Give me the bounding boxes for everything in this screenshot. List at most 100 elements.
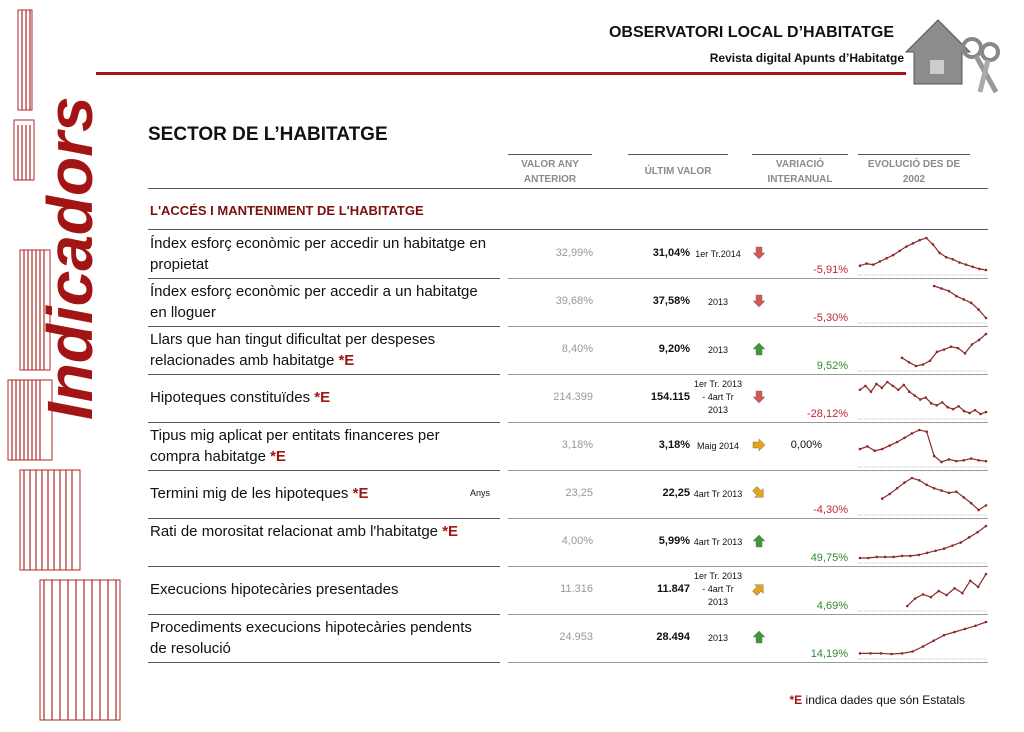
stripe <box>17 9 33 111</box>
sparkline-point <box>945 593 948 597</box>
column-rule <box>628 154 728 155</box>
sparkline-point <box>979 412 982 416</box>
sparkline-point <box>962 298 966 301</box>
sparkline-point <box>883 555 887 559</box>
sparkline-point <box>873 449 877 453</box>
sparkline-point <box>955 490 958 494</box>
row-rule <box>508 470 988 471</box>
sparkline-point <box>984 524 988 528</box>
trend-arrow <box>752 534 766 548</box>
sparkline-point <box>968 411 971 415</box>
period: 1er Tr. 2013 - 4art Tr 2013 <box>693 571 743 607</box>
column-rule <box>508 154 592 155</box>
sparkline-point <box>974 624 977 628</box>
sparkline-point <box>925 483 929 487</box>
trend-arrow <box>752 342 766 356</box>
sparkline-point <box>897 388 900 392</box>
sparkline <box>858 428 988 468</box>
sparkline-point <box>900 652 904 655</box>
sparkline-point <box>902 383 906 387</box>
prior-value: 11.316 <box>560 583 593 595</box>
sparkline-point <box>908 390 911 393</box>
sparkline-point <box>984 410 988 414</box>
sparkline-point <box>879 652 883 655</box>
estatal-flag: *E <box>270 448 286 465</box>
group-title: L'ACCÉS I MANTENIMENT DE L'HABITATGE <box>150 203 424 218</box>
last-value: 11.847 <box>656 583 690 595</box>
estatal-flag: *E <box>352 485 369 502</box>
sparkline-point <box>913 597 917 600</box>
sparkline-point <box>875 382 878 386</box>
sparkline-point <box>867 556 870 560</box>
sparkline-point <box>937 589 941 593</box>
sparkline-point <box>942 633 946 637</box>
trend-arrow <box>752 438 766 452</box>
row-label-text: Termini mig de les hipoteques <box>150 485 349 502</box>
sparkline <box>858 620 988 660</box>
period: 4art Tr 2013 <box>693 537 743 547</box>
sparkline-point <box>955 459 958 463</box>
last-value: 3,18% <box>658 439 690 451</box>
sparkline-point <box>940 460 943 464</box>
sparkline-point <box>931 243 935 246</box>
sparkline-point <box>984 459 988 463</box>
row-rule <box>508 422 988 423</box>
sparkline-point <box>932 639 935 643</box>
sparkline-point <box>942 348 946 351</box>
estatal-flag: *E <box>338 352 355 369</box>
prior-value: 8,40% <box>561 343 593 355</box>
sparkline-point <box>880 386 884 390</box>
row-rule <box>508 662 988 663</box>
trend-arrow <box>752 486 764 498</box>
row-label-text: Índex esforç econòmic per accedir a un h… <box>150 283 478 321</box>
sparkline-point <box>918 398 922 401</box>
sparkline-point <box>911 242 915 245</box>
sparkline-point <box>984 316 988 320</box>
column-header: EVOLUCIÓ DES DE 2002 <box>867 159 961 185</box>
row-rule <box>148 566 500 567</box>
sparkline-path <box>933 285 987 319</box>
prior-value: 24.953 <box>559 631 593 643</box>
sparkline-point <box>895 440 899 444</box>
sparkline-point <box>858 264 862 268</box>
prior-value: 32,99% <box>555 247 593 259</box>
sparkline-point <box>907 360 911 364</box>
sparkline-point <box>976 530 979 534</box>
sparkline-point <box>959 541 963 544</box>
row-label-text: Procediments execucions hipotecàries pen… <box>150 619 472 657</box>
row-rule <box>148 662 500 663</box>
sparkline-point <box>925 551 929 555</box>
sparkline-point <box>968 579 972 583</box>
row-label: Execucions hipotecàries presentades <box>150 579 490 600</box>
sparkline-point <box>864 384 867 388</box>
sparkline-point <box>891 384 895 388</box>
prior-value: 214.399 <box>553 391 593 403</box>
arrow-shape <box>752 342 766 356</box>
sparkline-point <box>888 444 891 447</box>
row-rule <box>148 326 500 327</box>
trend-arrow <box>752 584 764 596</box>
sparkline-point <box>932 454 936 458</box>
sparkline-point <box>869 390 873 393</box>
sparkline-point <box>973 408 977 412</box>
sparkline <box>858 332 988 372</box>
sparkline-point <box>921 363 925 366</box>
sparkline-point <box>951 544 954 547</box>
sparkline-point <box>925 236 928 240</box>
footnote-text: indica dades que són Estatals <box>805 693 965 707</box>
sparkline-point <box>957 404 960 408</box>
variation: 4,69% <box>816 600 848 612</box>
header-title: OBSERVATORI LOCAL D’HABITATGE <box>608 24 894 41</box>
sparkline-point <box>909 554 912 558</box>
row-label: Índex esforç econòmic per accedir a un h… <box>150 281 490 323</box>
arrow-shape <box>752 486 764 498</box>
row-label: Hipoteques constituïdes *E <box>150 387 490 408</box>
sparkline-point <box>940 401 944 404</box>
column-header: VALOR ANY ANTERIOR <box>521 159 579 185</box>
sparkline-point <box>984 572 988 576</box>
sparkline <box>858 236 988 276</box>
sparkline <box>858 524 988 564</box>
trend-arrow <box>752 390 766 404</box>
sparkline-point <box>900 554 904 558</box>
